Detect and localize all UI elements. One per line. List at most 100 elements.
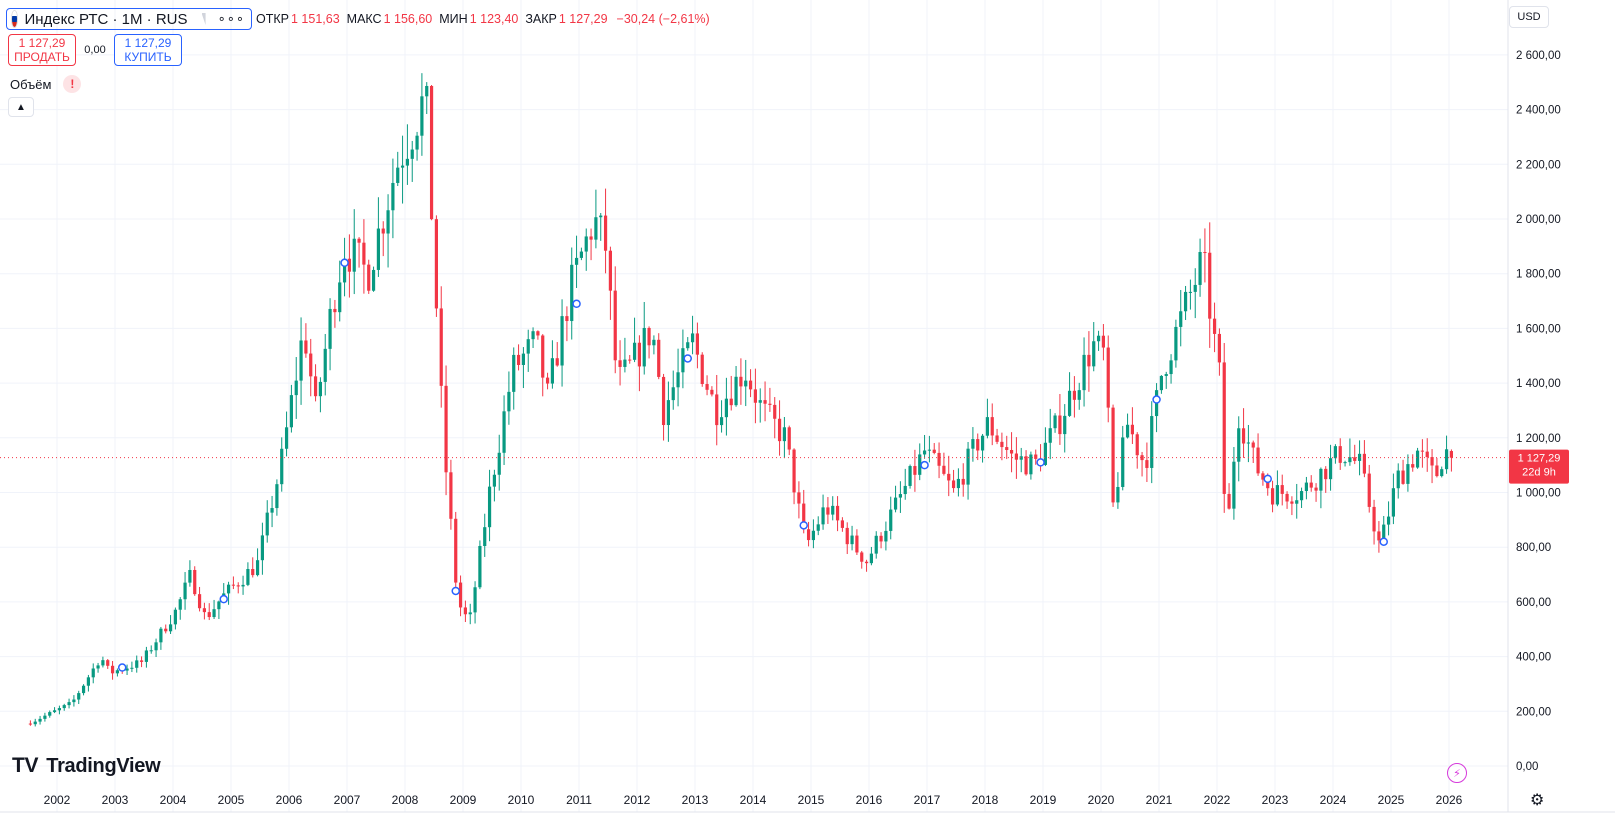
candle-body — [110, 665, 115, 674]
gear-icon[interactable]: ⚙ — [1530, 792, 1545, 809]
candle-body — [415, 135, 419, 150]
candle-body — [589, 236, 593, 240]
y-tick-label: 400,00 — [1516, 652, 1551, 664]
x-tick-label: 2004 — [160, 793, 187, 807]
candle-body — [164, 628, 168, 632]
dividend-marker[interactable] — [572, 299, 581, 309]
time-axis[interactable]: 2002 2003 2004 2005 2006 2007 2008 2009 2010 2011… — [44, 793, 1463, 807]
candle-body — [1357, 453, 1362, 461]
candle-body — [1396, 470, 1400, 489]
candle-body — [33, 721, 37, 725]
candle-body — [362, 242, 366, 265]
x-tick-label: 2008 — [392, 793, 419, 807]
candle-body — [560, 316, 564, 366]
y-tick-label: 1 800,00 — [1516, 269, 1561, 281]
candle-body — [903, 485, 907, 495]
open-value: 1 151,63 — [290, 12, 340, 26]
candle-body — [710, 389, 714, 395]
candle-body — [420, 96, 424, 136]
candle-body — [144, 650, 148, 662]
dividend-marker[interactable] — [683, 354, 692, 363]
candle-body — [966, 448, 970, 485]
candle-body — [313, 376, 318, 397]
candle-body — [806, 529, 811, 541]
dividend-marker[interactable] — [117, 663, 127, 672]
volume-indicator[interactable]: Объём ! — [10, 75, 82, 93]
candle-body — [255, 560, 260, 576]
candle-body — [347, 258, 351, 272]
candle-body — [676, 372, 680, 388]
candle-body — [434, 219, 438, 309]
candle-body — [357, 238, 361, 243]
change-value: −30,24 (−2,61%) — [616, 12, 710, 26]
candle-body — [1212, 318, 1217, 334]
dividend-marker[interactable] — [1263, 474, 1272, 484]
candle-body — [1019, 456, 1023, 460]
x-tick-label: 2025 — [1378, 793, 1405, 807]
x-tick-label: 2011 — [566, 793, 592, 807]
price-axis[interactable]: 0,00 200,00 400,00 600,00 800,00 1 000,00 1 20… — [1516, 50, 1561, 773]
candle-body — [1362, 453, 1366, 474]
tradingview-logo[interactable]: TV TradingView — [12, 754, 161, 778]
candle-body — [608, 250, 612, 291]
candle-body — [1343, 462, 1347, 464]
candle-body — [816, 524, 820, 531]
candle-body — [1266, 479, 1270, 489]
dividend-marker[interactable] — [1036, 458, 1045, 467]
candle-body — [1353, 457, 1357, 461]
candle-body — [1246, 442, 1250, 444]
candles-layer — [28, 73, 1453, 727]
dividend-marker[interactable] — [219, 594, 228, 604]
chart-legend: Индекс РТС · 1М · RUS ∘∘∘ ОТКР 1 151,63 М… — [6, 8, 710, 30]
x-tick-label: 2020 — [1088, 793, 1115, 807]
candle-body — [739, 376, 743, 387]
candle-body — [1150, 416, 1154, 468]
warning-icon[interactable]: ! — [63, 75, 82, 93]
dividend-marker[interactable] — [451, 586, 460, 596]
candle-body — [1009, 449, 1014, 454]
candle-body — [1164, 374, 1168, 376]
candle-body — [1198, 252, 1202, 285]
candle-body — [342, 258, 347, 283]
candle-body — [487, 486, 492, 528]
candle-body — [52, 710, 57, 713]
candle-body — [579, 251, 583, 258]
x-tick-label: 2019 — [1030, 793, 1057, 807]
candle-body — [289, 395, 293, 428]
logo-text: TradingView — [46, 754, 161, 777]
dividend-marker[interactable] — [1152, 395, 1161, 404]
candle-body — [463, 607, 467, 615]
candle-body — [197, 594, 202, 609]
dividend-marker[interactable] — [920, 460, 929, 470]
candle-body — [62, 705, 66, 709]
symbol-selector[interactable]: Индекс РТС · 1М · RUS ∘∘∘ — [6, 8, 252, 30]
candle-body — [550, 358, 554, 384]
candle-body — [183, 582, 187, 600]
sell-label: ПРОДАТЬ — [14, 50, 70, 64]
x-tick-label: 2012 — [624, 793, 651, 807]
currency-button[interactable]: USD — [1509, 6, 1549, 28]
candle-body — [1092, 341, 1096, 367]
dividend-marker[interactable] — [799, 521, 808, 530]
sell-button[interactable]: 1 127,29 ПРОДАТЬ — [8, 34, 76, 66]
dividend-markers-layer — [117, 258, 1388, 672]
dividend-marker[interactable] — [340, 258, 349, 268]
lightning-icon[interactable]: ⚡ — [1447, 763, 1467, 783]
candle-body — [797, 492, 801, 504]
candle-body — [139, 660, 144, 662]
buy-button[interactable]: 1 127,29 КУПИТЬ — [114, 34, 182, 66]
x-tick-label: 2018 — [972, 793, 999, 807]
candle-body — [802, 503, 806, 530]
dividend-marker[interactable] — [1379, 537, 1388, 546]
candle-body — [1058, 415, 1062, 435]
collapse-legend-button[interactable]: ▲ — [8, 97, 34, 117]
candle-body — [371, 269, 376, 291]
x-tick-label: 2009 — [450, 793, 477, 807]
candle-body — [908, 466, 912, 486]
more-icon[interactable]: ∘∘∘ — [217, 11, 245, 26]
candle-body — [990, 417, 994, 436]
candle-body — [502, 411, 506, 453]
candle-body — [444, 385, 448, 473]
y-tick-label: 2 000,00 — [1516, 214, 1561, 226]
